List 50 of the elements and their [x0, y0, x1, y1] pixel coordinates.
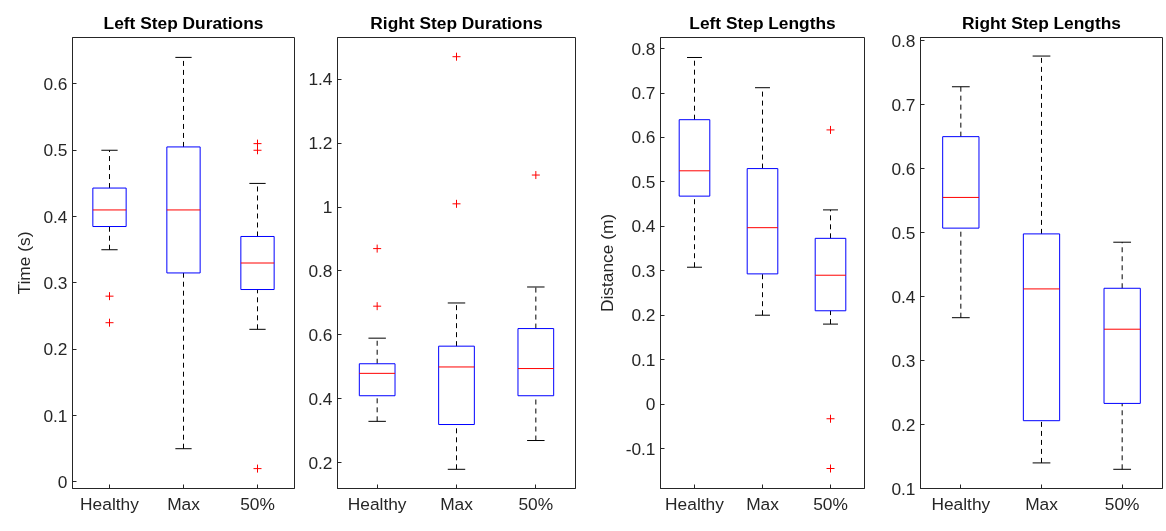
- y-tick-label: 0.2: [308, 452, 333, 473]
- y-axis-title: Time (s): [14, 231, 35, 295]
- x-tick-label: Max: [440, 493, 474, 514]
- x-tick-label: Healthy: [665, 493, 725, 514]
- y-tick-label: 0.2: [43, 339, 68, 360]
- y-tick-label: 0.5: [43, 140, 68, 161]
- y-tick-label: 1: [322, 197, 333, 218]
- y-tick-label: 0.4: [308, 388, 333, 409]
- y-tick-label: 0.4: [631, 216, 656, 237]
- y-tick-label: 0.2: [891, 414, 916, 435]
- y-tick-label: 0.2: [631, 305, 656, 326]
- x-tick-label: Max: [1025, 493, 1059, 514]
- y-tick-label: 0.6: [631, 127, 656, 148]
- chart-title: Left Step Lengths: [689, 12, 836, 33]
- y-tick-label: 0: [57, 471, 68, 492]
- y-tick-label: 0.8: [308, 261, 333, 281]
- x-tick-label: Healthy: [347, 493, 407, 514]
- x-tick-label: 50%: [813, 493, 848, 514]
- y-tick-label: 0.1: [631, 349, 656, 370]
- x-tick-label: 50%: [1104, 493, 1140, 514]
- y-tick-label: 1.4: [308, 69, 333, 90]
- y-tick-label: 0.4: [891, 286, 916, 307]
- chart-title: Left Step Durations: [103, 12, 264, 33]
- x-tick-label: 50%: [240, 493, 275, 514]
- y-tick-label: 0.3: [631, 260, 656, 281]
- y-tick-label: 0.6: [43, 73, 68, 94]
- y-tick-label: 0.6: [891, 158, 916, 179]
- y-tick-label: 0: [645, 394, 656, 415]
- chart-title: Right Step Durations: [370, 12, 543, 33]
- y-axis-title: Distance (m): [596, 213, 617, 313]
- chart-title: Right Step Lengths: [962, 12, 1121, 33]
- y-tick-label: 0.3: [891, 350, 916, 371]
- y-tick-label: 1.2: [308, 133, 333, 154]
- y-tick-label: 0.5: [891, 222, 916, 243]
- y-tick-label: 0.8: [631, 38, 656, 59]
- y-tick-label: 0.5: [631, 171, 656, 192]
- y-tick-label: 0.3: [43, 272, 68, 293]
- y-tick-label: 0.7: [631, 83, 656, 104]
- y-tick-label: 0.1: [891, 478, 916, 499]
- x-tick-label: Healthy: [931, 493, 991, 514]
- y-tick-label: 0.6: [308, 324, 333, 345]
- x-tick-label: 50%: [518, 493, 554, 514]
- x-tick-label: Max: [746, 493, 780, 514]
- y-tick-label: 0.8: [891, 30, 916, 51]
- y-tick-label: -0.1: [625, 438, 656, 459]
- y-tick-label: 0.1: [43, 405, 68, 426]
- y-tick-label: 0.4: [43, 206, 68, 227]
- x-tick-label: Max: [167, 493, 201, 514]
- y-tick-label: 0.7: [891, 94, 916, 115]
- x-tick-label: Healthy: [80, 493, 140, 514]
